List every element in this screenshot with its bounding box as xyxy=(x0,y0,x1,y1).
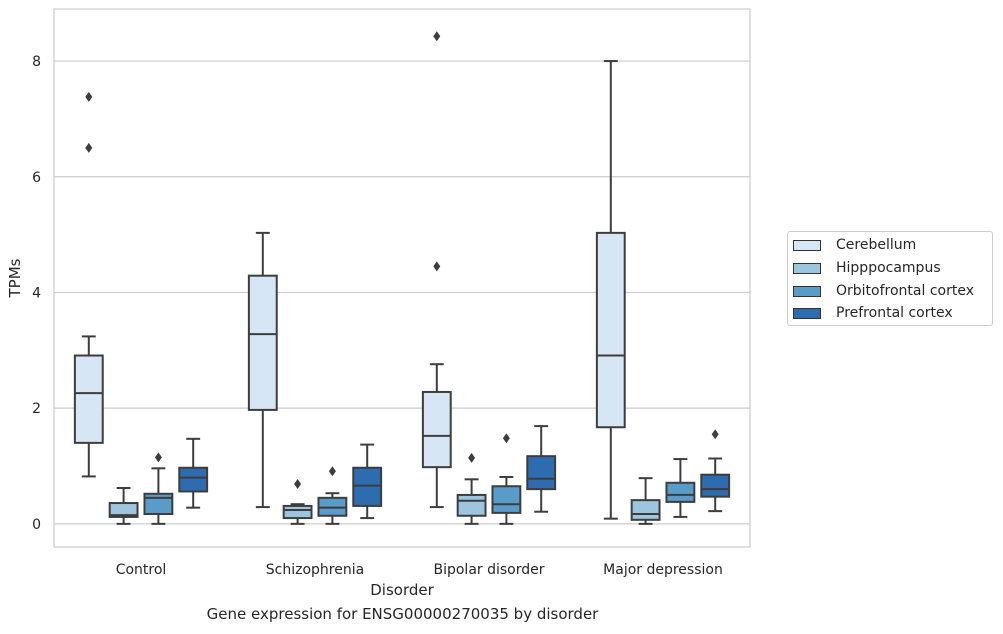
box-iqr xyxy=(700,473,731,498)
box-3-0 xyxy=(178,437,209,509)
box-iqr xyxy=(143,492,174,516)
box-0-1 xyxy=(247,231,278,509)
box-iqr xyxy=(73,354,104,444)
box-2-2 xyxy=(491,433,522,525)
legend-label-hippocampus: Hipppocampus xyxy=(836,260,941,276)
axis-tick-labels: 0 2 4 6 8 Control Schizophrenia Bipolar disorde… xyxy=(32,54,723,578)
box-iqr xyxy=(352,466,383,507)
box-0-0 xyxy=(73,91,104,478)
box-2-1 xyxy=(317,466,348,525)
box-iqr xyxy=(491,485,522,514)
legend: Cerebellum Hipppocampus Orbitofrontal co… xyxy=(787,231,993,326)
legend-item-orbitofrontal-cortex: Orbitofrontal cortex xyxy=(793,281,974,301)
legend-swatch-orbitofrontal-cortex xyxy=(793,285,821,297)
box-iqr xyxy=(247,274,278,411)
box-iqr xyxy=(108,502,139,518)
x-tick-label: Schizophrenia xyxy=(266,562,364,578)
box-iqr xyxy=(421,390,452,469)
box-iqr xyxy=(595,231,626,429)
x-tick-label: Control xyxy=(116,562,167,578)
legend-item-prefrontal-cortex: Prefrontal cortex xyxy=(793,303,953,323)
y-tick-label: 0 xyxy=(32,517,41,533)
box-1-0 xyxy=(108,486,139,525)
box-3-2 xyxy=(526,425,557,513)
plot-area-frame xyxy=(53,8,751,548)
y-tick-label: 8 xyxy=(32,54,41,70)
legend-label-orbitofrontal-cortex: Orbitofrontal cortex xyxy=(836,283,974,299)
x-tick-label: Bipolar disorder xyxy=(433,562,544,578)
y-tick-label: 6 xyxy=(32,170,41,186)
box-3-1 xyxy=(352,443,383,520)
x-tick-label: Major depression xyxy=(603,562,723,578)
box-iqr xyxy=(282,504,313,520)
legend-label-prefrontal-cortex: Prefrontal cortex xyxy=(836,305,953,321)
box-iqr xyxy=(178,466,209,493)
legend-item-hippocampus: Hipppocampus xyxy=(793,258,941,278)
y-tick-label: 2 xyxy=(32,401,41,417)
box-0-3 xyxy=(595,60,626,520)
outlier-point xyxy=(502,433,510,444)
outlier-point xyxy=(468,452,476,463)
box-iqr xyxy=(665,481,696,503)
legend-swatch-prefrontal-cortex xyxy=(793,307,821,319)
box-0-2 xyxy=(421,31,452,509)
outlier-point xyxy=(85,142,93,153)
outlier-point xyxy=(328,466,336,477)
legend-item-cerebellum: Cerebellum xyxy=(793,235,916,255)
box-1-2 xyxy=(456,452,487,525)
x-axis-label: Disorder xyxy=(370,581,434,599)
chart-caption: Gene expression for ENSG00000270035 by d… xyxy=(206,605,599,623)
outlier-point xyxy=(711,429,719,440)
outlier-point xyxy=(433,261,441,272)
box-iqr xyxy=(630,499,661,521)
legend-label-cerebellum: Cerebellum xyxy=(836,237,917,253)
outlier-point xyxy=(294,478,302,489)
y-axis-label: TPMs xyxy=(6,258,24,298)
box-3-3 xyxy=(700,429,731,513)
outlier-point xyxy=(433,31,441,42)
grid-lines xyxy=(54,60,750,525)
legend-swatch-hippocampus xyxy=(793,262,821,274)
box-plot-series xyxy=(73,31,731,525)
outlier-point xyxy=(154,452,162,463)
box-1-3 xyxy=(630,477,661,525)
outlier-point xyxy=(85,91,93,102)
box-iqr xyxy=(456,493,487,517)
box-1-1 xyxy=(282,478,313,525)
y-tick-label: 4 xyxy=(32,285,41,301)
legend-swatch-cerebellum xyxy=(793,239,821,251)
box-2-0 xyxy=(143,452,174,525)
box-iqr xyxy=(526,455,557,491)
box-2-3 xyxy=(665,458,696,518)
